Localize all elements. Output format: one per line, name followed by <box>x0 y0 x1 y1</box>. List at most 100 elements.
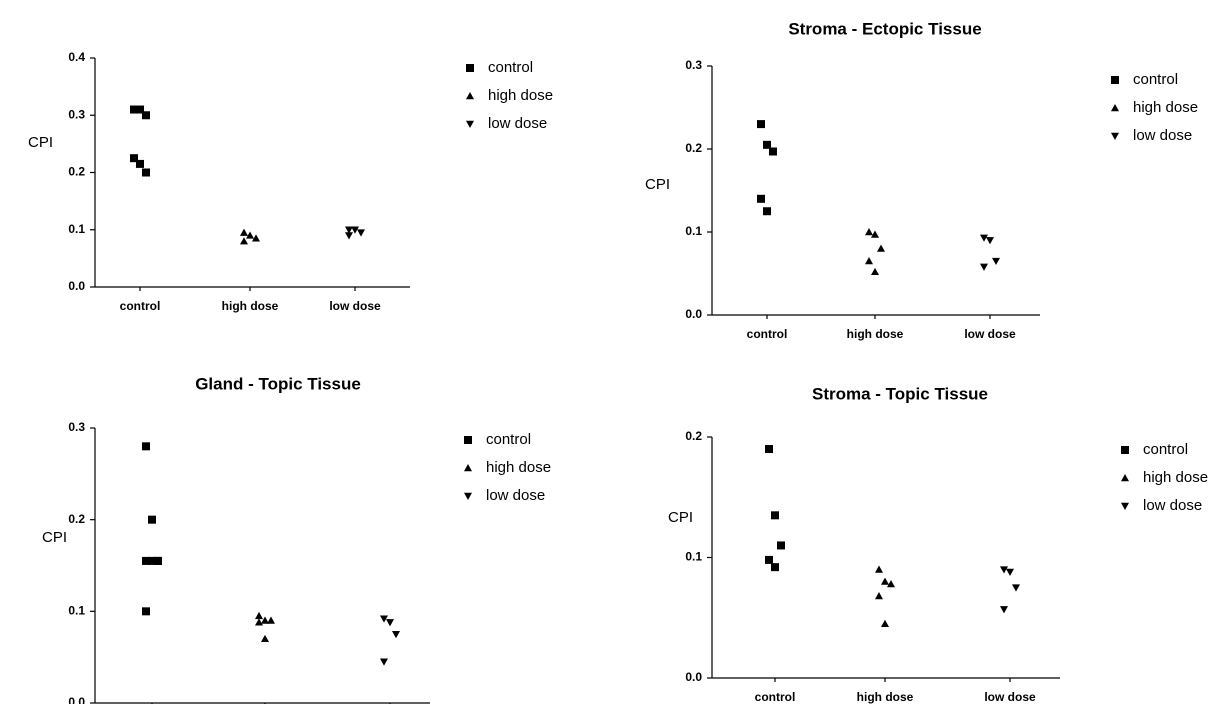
x-tick-label: low dose <box>329 299 381 313</box>
data-point <box>865 257 873 265</box>
legend-marker <box>1121 474 1129 482</box>
y-tick-label: 0.0 <box>685 307 702 321</box>
data-point <box>757 120 765 129</box>
legend-label: low dose <box>486 487 545 504</box>
legend-label: low dose <box>1143 497 1202 514</box>
data-point <box>1000 606 1008 614</box>
data-point <box>240 237 248 245</box>
data-point <box>380 615 388 623</box>
y-tick-label: 0.3 <box>68 107 85 121</box>
y-tick-label: 0.2 <box>685 141 702 155</box>
data-point <box>345 232 353 240</box>
data-point <box>1000 566 1008 574</box>
x-tick-label: control <box>755 690 796 704</box>
legend-marker <box>466 64 474 72</box>
y-tick-label: 0.2 <box>685 429 702 443</box>
data-point <box>871 267 879 276</box>
y-tick-label: 0.1 <box>68 222 85 236</box>
data-point <box>763 207 771 216</box>
y-axis-label: CPI <box>645 176 670 193</box>
x-tick-label: high dose <box>857 690 914 704</box>
legend-label: high dose <box>1143 469 1208 486</box>
data-point <box>261 634 269 643</box>
data-point <box>255 611 263 620</box>
legend-marker <box>464 492 472 500</box>
data-point <box>877 244 885 252</box>
data-point <box>252 234 260 242</box>
data-point <box>246 231 254 239</box>
data-point <box>142 442 150 451</box>
data-point <box>392 631 400 639</box>
legend-label: control <box>1143 441 1188 458</box>
data-point <box>881 577 889 585</box>
y-axis-label: CPI <box>28 134 53 151</box>
data-point <box>380 658 388 666</box>
data-point <box>875 565 883 573</box>
data-point <box>142 111 150 120</box>
legend-marker <box>1111 132 1119 140</box>
x-tick-label: low dose <box>964 327 1016 341</box>
data-point <box>1006 568 1014 576</box>
y-axis-label: CPI <box>668 509 693 526</box>
data-point <box>255 618 263 626</box>
data-point <box>267 616 275 624</box>
y-tick-label: 0.3 <box>685 58 702 72</box>
chart-title: Stroma - Topic Tissue <box>812 384 988 403</box>
y-tick-label: 0.0 <box>68 279 85 293</box>
data-point <box>771 563 779 572</box>
data-point <box>887 580 895 588</box>
y-tick-label: 0.0 <box>68 695 85 704</box>
data-point <box>1012 584 1020 592</box>
legend-label: control <box>486 431 531 448</box>
data-point <box>142 607 150 616</box>
legend-label: low dose <box>488 115 547 132</box>
y-tick-label: 0.2 <box>68 512 85 526</box>
data-point <box>240 228 248 236</box>
y-tick-label: 0.4 <box>68 50 85 64</box>
legend-marker <box>466 92 474 100</box>
chart-title: Stroma - Ectopic Tissue <box>788 19 981 38</box>
data-point <box>875 592 883 600</box>
data-point <box>261 616 269 624</box>
data-point <box>865 228 873 236</box>
x-tick-label: low dose <box>984 690 1036 704</box>
data-point <box>357 229 365 237</box>
legend-marker <box>1111 104 1119 112</box>
data-point <box>345 226 353 234</box>
y-axis-label: CPI <box>42 529 67 546</box>
x-tick-label: high dose <box>222 299 279 313</box>
legend-marker <box>1111 76 1119 84</box>
legend-label: control <box>1133 71 1178 88</box>
data-point <box>771 511 779 520</box>
data-point <box>142 168 150 177</box>
legend-marker <box>1121 446 1129 454</box>
data-point <box>777 541 785 550</box>
x-tick-label: control <box>747 327 788 341</box>
data-point <box>765 445 773 454</box>
y-tick-label: 0.3 <box>68 420 85 434</box>
data-point <box>757 194 765 203</box>
legend-marker <box>466 120 474 128</box>
data-point <box>136 159 144 168</box>
x-tick-label: high dose <box>847 327 904 341</box>
legend-label: high dose <box>488 87 553 104</box>
y-tick-label: 0.1 <box>685 224 702 238</box>
chart-title: Gland - Topic Tissue <box>195 374 361 393</box>
data-point <box>763 140 771 149</box>
y-tick-label: 0.2 <box>68 165 85 179</box>
data-point <box>980 234 988 242</box>
legend-marker <box>464 464 472 472</box>
legend-label: high dose <box>486 459 551 476</box>
legend-label: low dose <box>1133 127 1192 144</box>
data-point <box>386 619 394 627</box>
data-point <box>769 147 777 156</box>
data-point <box>986 237 994 245</box>
legend-label: control <box>488 59 533 76</box>
y-tick-label: 0.1 <box>685 550 702 564</box>
data-point <box>154 556 162 565</box>
legend-label: high dose <box>1133 99 1198 116</box>
legend-marker <box>1121 502 1129 510</box>
y-tick-label: 0.0 <box>685 670 702 684</box>
data-point <box>881 619 889 627</box>
